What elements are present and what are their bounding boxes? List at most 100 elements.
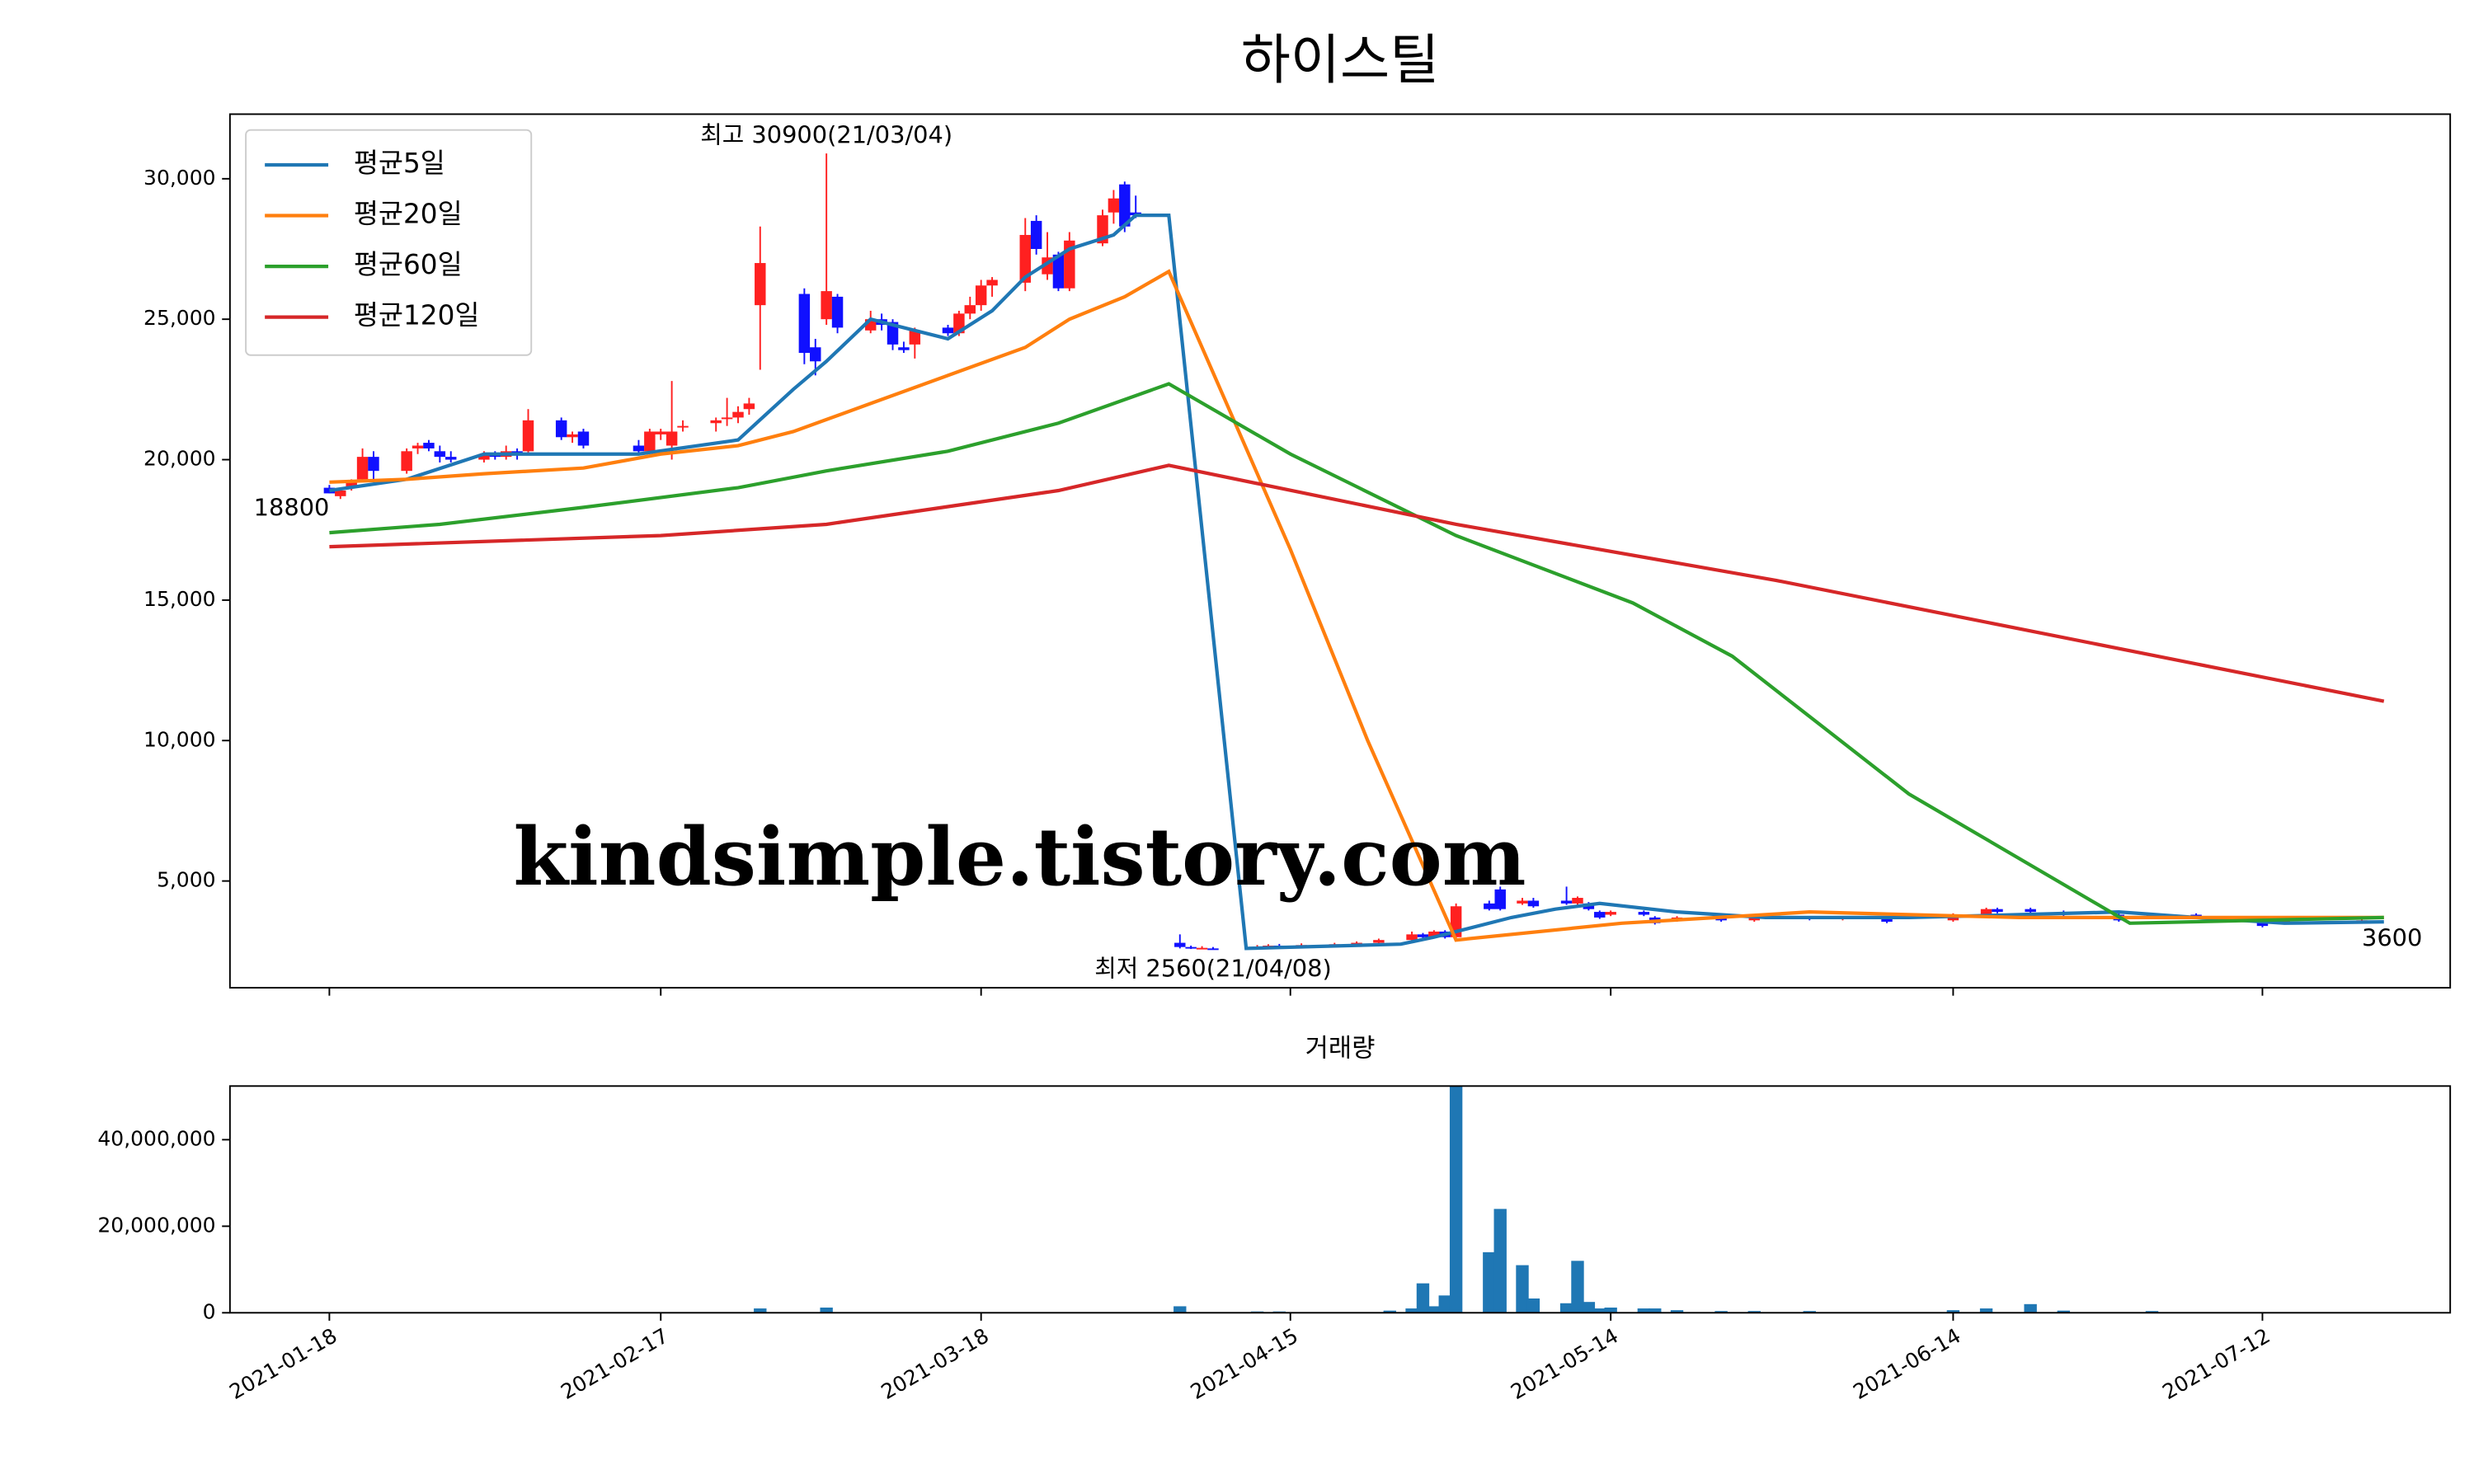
bar: [1174, 1306, 1187, 1313]
bar: [1516, 1265, 1529, 1313]
legend-label: 평균60일: [354, 249, 463, 280]
candle-body: [1494, 889, 1506, 909]
candle-body: [1748, 917, 1761, 921]
bar: [1559, 1303, 1573, 1313]
candle-body: [1030, 220, 1042, 250]
candle-body: [1174, 942, 1186, 947]
candle-body: [412, 445, 424, 448]
bar: [2024, 1303, 2037, 1313]
watermark: kindsimple.tistory.com: [514, 810, 1526, 904]
candle-body: [434, 451, 446, 458]
annotation: 최저 2560(21/04/08): [1094, 955, 1332, 983]
candle-body: [1351, 942, 1362, 945]
candle-body: [1560, 900, 1573, 904]
candle-body: [1019, 234, 1031, 283]
bar: [1714, 1311, 1728, 1313]
candle-body: [335, 491, 346, 496]
candle-body: [721, 417, 733, 420]
bar: [1493, 1209, 1507, 1313]
candle-body: [401, 451, 412, 472]
candle-body: [898, 347, 910, 350]
legend-label: 평균5일: [354, 148, 445, 179]
y-tick-label: 25,000: [143, 306, 215, 330]
candle-body: [567, 434, 578, 438]
candle-body: [1428, 931, 1440, 937]
bar: [1979, 1308, 1993, 1313]
ma-line: [329, 269, 2384, 942]
y-tick-label: 40,000,000: [97, 1126, 215, 1150]
bar: [1383, 1310, 1396, 1313]
bar: [1582, 1302, 1596, 1313]
candle-body: [2025, 909, 2036, 913]
candle-body: [666, 431, 678, 446]
bar: [2145, 1311, 2159, 1313]
candle-body: [522, 420, 534, 452]
y-tick-label: 10,000: [143, 727, 215, 751]
candle-body: [964, 305, 976, 314]
bar: [1438, 1295, 1451, 1313]
candle-body: [755, 263, 766, 306]
candle-body: [555, 420, 567, 438]
y-tick-label: 0: [203, 1299, 216, 1323]
volume-title: 거래량: [1305, 1034, 1376, 1064]
candle-body: [1119, 184, 1131, 227]
legend-box: [245, 129, 533, 356]
bar: [1571, 1261, 1584, 1313]
ma-line: [329, 214, 2384, 951]
candle-body: [655, 431, 666, 434]
annotation: 최고 30900(21/03/04): [700, 120, 952, 148]
candle-body: [478, 453, 490, 460]
bar: [1637, 1308, 1651, 1313]
candle-body: [356, 457, 369, 480]
bar: [1747, 1311, 1761, 1313]
bar: [1526, 1298, 1540, 1313]
candle-body: [1417, 934, 1429, 937]
candle-body: [677, 425, 689, 428]
candle-body: [798, 294, 811, 354]
candle-body: [1406, 934, 1418, 941]
candle-body: [1594, 912, 1606, 918]
candle-body: [1052, 254, 1065, 289]
y-tick-label: 5,000: [157, 868, 216, 892]
chart-title: 하이스틸: [1241, 29, 1440, 92]
candle-body: [323, 487, 336, 494]
y-tick-label: 20,000,000: [97, 1213, 215, 1237]
candle-body: [423, 443, 435, 448]
candle-body: [577, 431, 590, 446]
candle-body: [831, 296, 844, 328]
candle-body: [1881, 918, 1893, 923]
candle-body: [1207, 948, 1219, 951]
bar: [1803, 1311, 1816, 1313]
candle-body: [1572, 898, 1583, 904]
bar: [1405, 1308, 1418, 1313]
bar: [1649, 1308, 1662, 1313]
candle-body: [986, 279, 998, 286]
candle-body: [710, 420, 722, 424]
candle-body: [1980, 909, 1992, 915]
candle-body: [644, 431, 656, 452]
candle-body: [810, 347, 821, 362]
bar: [754, 1308, 767, 1313]
bar: [1604, 1308, 1617, 1313]
candle-body: [743, 403, 755, 410]
bar: [1416, 1283, 1430, 1313]
y-tick-label: 15,000: [143, 587, 215, 611]
candle-body: [1605, 912, 1616, 915]
candle-body: [1527, 900, 1540, 907]
candle-body: [909, 330, 921, 345]
bar: [1483, 1252, 1496, 1313]
legend-label: 평균120일: [354, 300, 480, 331]
ma-line: [329, 382, 2384, 925]
candle-body: [1638, 912, 1650, 915]
candle-body: [942, 327, 954, 334]
bar: [1670, 1310, 1684, 1313]
plot-frame: [228, 1085, 2452, 1314]
candle-body: [1185, 946, 1197, 949]
bar: [1449, 1085, 1463, 1313]
y-tick-label: 20,000: [143, 447, 215, 471]
candle-body: [1992, 909, 2003, 913]
y-tick-label: 30,000: [143, 166, 215, 190]
candle-body: [887, 322, 899, 345]
candle-body: [633, 445, 645, 452]
